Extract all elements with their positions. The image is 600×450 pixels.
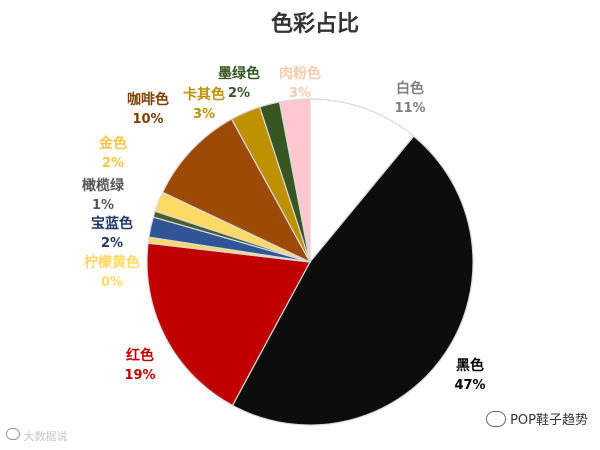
slice-label-name: 黑色	[456, 357, 484, 374]
slice-label-percent: 2%	[101, 236, 123, 251]
slice-label-name: 白色	[396, 80, 424, 97]
slice-label-percent: 11%	[394, 101, 425, 116]
pie-slice	[146, 242, 311, 407]
pie-slice	[278, 98, 311, 263]
pie-slice	[161, 118, 312, 264]
pie-slice	[309, 98, 415, 264]
slice-label-percent: 1%	[92, 198, 114, 213]
pie-slice	[231, 135, 474, 426]
wechat-icon	[486, 410, 507, 427]
slice-label-name: 卡其色	[183, 86, 225, 103]
slice-label-percent: 3%	[289, 86, 311, 101]
slice-label-name: 墨绿色	[218, 65, 260, 82]
slice-label-percent: 19%	[124, 368, 155, 383]
slice-label-percent: 47%	[454, 378, 485, 393]
slice-label-name: 宝蓝色	[91, 215, 133, 232]
slice-label-name: 柠檬黄色	[84, 254, 140, 271]
slice-label-percent: 2%	[228, 86, 250, 101]
slice-label-name: 金色	[98, 135, 127, 152]
watermark-left: 大数据说	[6, 428, 68, 444]
slice-label-percent: 3%	[193, 107, 215, 122]
slice-label-percent: 2%	[102, 156, 124, 171]
slice-label-name: 红色	[126, 347, 154, 364]
slice-label-name: 肉粉色	[279, 65, 321, 82]
watermark-right-text: POP鞋子趋势	[510, 413, 588, 428]
pie-labels: 白色 11% 黑色 47% 红色 19% 柠檬黄色 0% 宝蓝色 2% 橄榄绿 1% 金色 2% 咖啡色 10…	[82, 65, 486, 393]
slice-label-name: 咖啡色	[127, 91, 169, 108]
pie-slices	[146, 98, 474, 426]
watermark-left-text: 大数据说	[23, 430, 68, 443]
chart-title: 色彩占比	[271, 11, 359, 37]
slice-label-percent: 10%	[132, 112, 163, 127]
slice-label-percent: 0%	[101, 275, 123, 290]
slice-label-name: 橄榄绿	[82, 177, 125, 194]
weibo-icon	[6, 428, 20, 440]
watermark-right: POP鞋子趋势	[486, 409, 588, 428]
